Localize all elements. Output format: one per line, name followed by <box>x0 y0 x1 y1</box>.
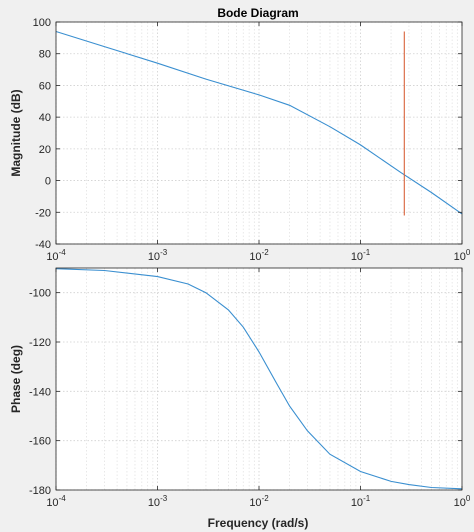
chart-title: Bode Diagram <box>217 6 298 20</box>
x-tick-label: 100 <box>454 494 471 509</box>
y-tick-label: -140 <box>29 386 51 398</box>
phase-plot-area <box>56 268 462 490</box>
magnitude-series-0 <box>55 30 463 215</box>
x-tick-label: 10-1 <box>351 494 371 509</box>
y-tick-label: -180 <box>29 485 51 497</box>
y-tick-label: -100 <box>29 288 51 300</box>
magnitude-plot-area <box>56 22 462 244</box>
y-tick-label: 100 <box>33 17 51 29</box>
y-tick-label: 40 <box>39 112 51 124</box>
phase-series-0 <box>55 268 463 490</box>
x-axis-label: Frequency (rad/s) <box>208 516 309 530</box>
phase-panel: -180 -160 -140 -120 -100 10-4 10-3 10-2 10-1 100 P… <box>9 267 471 509</box>
y-tick-label: 60 <box>39 80 51 92</box>
magnitude-y-axis-label: Magnitude (dB) <box>9 89 23 176</box>
y-tick-label: -40 <box>35 239 51 251</box>
x-tick-label: 10-3 <box>148 248 168 263</box>
magnitude-panel: -40 -20 0 20 40 60 80 100 10-4 10-3 10-2 10-1 100 Mag… <box>9 17 471 263</box>
y-tick-label: -20 <box>35 207 51 219</box>
phase-y-axis-label: Phase (deg) <box>9 345 23 413</box>
y-tick-label: 80 <box>39 49 51 61</box>
x-tick-label: 10-4 <box>46 248 66 263</box>
x-tick-label: 10-1 <box>351 248 371 263</box>
x-tick-label: 10-3 <box>148 494 168 509</box>
x-tick-label: 10-2 <box>249 494 269 509</box>
y-tick-label: 0 <box>45 176 51 188</box>
x-tick-label: 10-4 <box>46 494 66 509</box>
x-tick-label: 100 <box>454 248 471 263</box>
y-tick-label: -120 <box>29 337 51 349</box>
y-tick-label: 20 <box>39 144 51 156</box>
y-tick-label: -160 <box>29 436 51 448</box>
x-tick-label: 10-2 <box>249 248 269 263</box>
